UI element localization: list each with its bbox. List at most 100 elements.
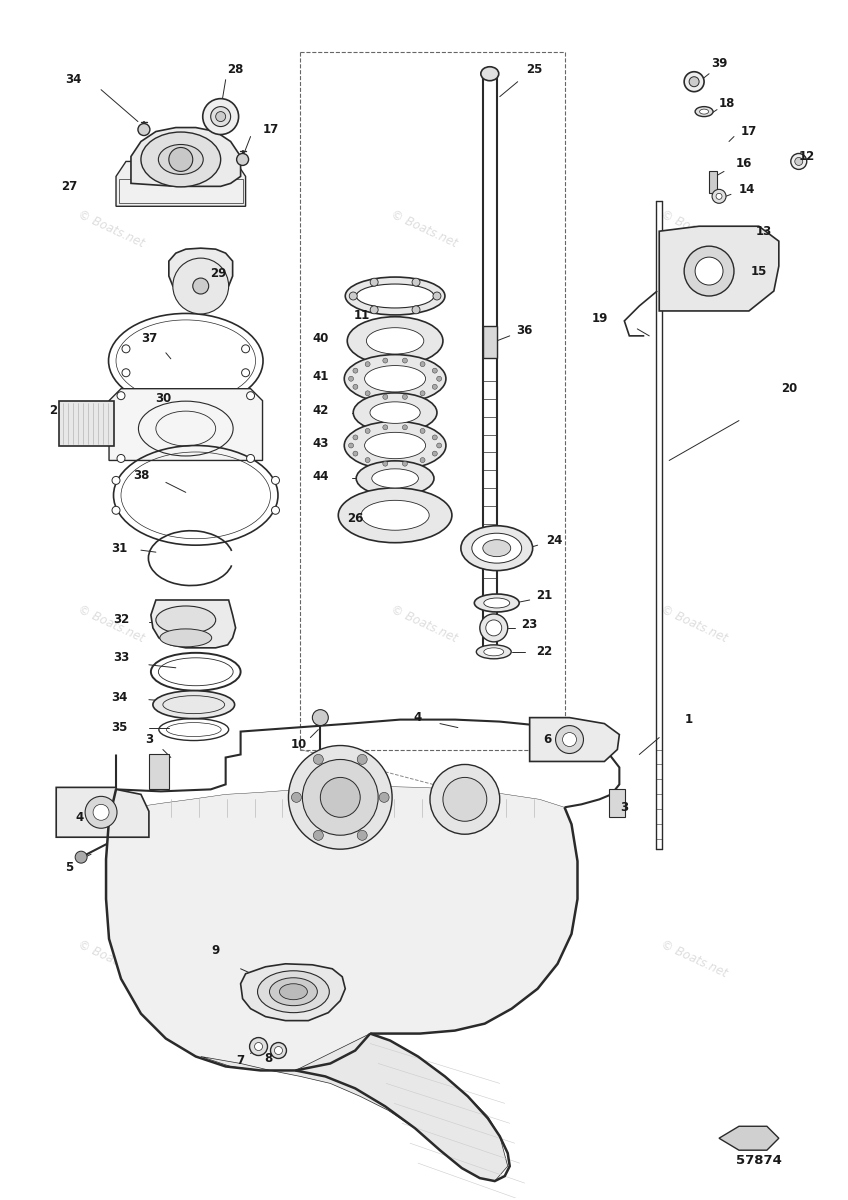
Ellipse shape bbox=[141, 132, 220, 187]
Circle shape bbox=[112, 476, 120, 485]
Text: © Boats.net: © Boats.net bbox=[76, 602, 147, 646]
Text: 18: 18 bbox=[719, 97, 735, 110]
Circle shape bbox=[357, 830, 367, 840]
Text: 3: 3 bbox=[145, 733, 153, 746]
Text: 8: 8 bbox=[265, 1052, 273, 1064]
Text: 17: 17 bbox=[741, 125, 757, 138]
Text: 34: 34 bbox=[65, 73, 81, 86]
Circle shape bbox=[247, 455, 254, 462]
Ellipse shape bbox=[484, 648, 504, 656]
Circle shape bbox=[353, 368, 358, 373]
Text: 15: 15 bbox=[750, 264, 767, 277]
Text: 4: 4 bbox=[75, 811, 83, 823]
Text: 3: 3 bbox=[620, 800, 628, 814]
Circle shape bbox=[349, 377, 354, 382]
Circle shape bbox=[349, 292, 357, 300]
Ellipse shape bbox=[270, 978, 317, 1006]
Polygon shape bbox=[151, 600, 236, 648]
Circle shape bbox=[412, 278, 420, 286]
Circle shape bbox=[443, 778, 487, 821]
Circle shape bbox=[203, 98, 238, 134]
Ellipse shape bbox=[371, 469, 418, 488]
Circle shape bbox=[403, 461, 407, 466]
Circle shape bbox=[357, 755, 367, 764]
Ellipse shape bbox=[356, 461, 434, 496]
Polygon shape bbox=[106, 786, 577, 1070]
Text: © Boats.net: © Boats.net bbox=[76, 937, 147, 980]
Ellipse shape bbox=[344, 421, 446, 469]
Circle shape bbox=[237, 154, 248, 166]
Text: 36: 36 bbox=[516, 324, 533, 337]
Circle shape bbox=[555, 726, 583, 754]
Text: 33: 33 bbox=[113, 652, 129, 665]
Circle shape bbox=[791, 154, 806, 169]
Text: 10: 10 bbox=[290, 738, 306, 751]
Circle shape bbox=[215, 112, 226, 121]
Circle shape bbox=[249, 1038, 267, 1056]
Ellipse shape bbox=[354, 392, 437, 432]
Polygon shape bbox=[116, 162, 246, 206]
Circle shape bbox=[75, 851, 87, 863]
Circle shape bbox=[247, 391, 254, 400]
Bar bbox=[59, 401, 114, 445]
Text: 5: 5 bbox=[65, 860, 73, 874]
Circle shape bbox=[684, 246, 734, 296]
Circle shape bbox=[122, 344, 130, 353]
Circle shape bbox=[684, 72, 704, 91]
Ellipse shape bbox=[460, 526, 533, 570]
Circle shape bbox=[371, 306, 378, 313]
Circle shape bbox=[432, 451, 438, 456]
Polygon shape bbox=[131, 127, 241, 186]
Circle shape bbox=[689, 77, 699, 86]
Text: 32: 32 bbox=[113, 613, 129, 626]
Circle shape bbox=[93, 804, 109, 821]
Circle shape bbox=[716, 193, 722, 199]
Circle shape bbox=[314, 755, 323, 764]
Circle shape bbox=[382, 395, 388, 400]
Circle shape bbox=[432, 434, 438, 440]
Circle shape bbox=[365, 391, 370, 396]
Circle shape bbox=[321, 778, 360, 817]
Text: © Boats.net: © Boats.net bbox=[659, 208, 730, 251]
Circle shape bbox=[430, 764, 499, 834]
Ellipse shape bbox=[156, 606, 215, 634]
Text: 30: 30 bbox=[154, 392, 171, 406]
Circle shape bbox=[210, 107, 231, 126]
Circle shape bbox=[138, 124, 150, 136]
Text: 41: 41 bbox=[312, 371, 328, 383]
Text: © Boats.net: © Boats.net bbox=[659, 937, 730, 980]
Circle shape bbox=[480, 614, 508, 642]
Circle shape bbox=[437, 377, 442, 382]
Ellipse shape bbox=[366, 328, 424, 354]
Circle shape bbox=[403, 425, 407, 430]
Text: 24: 24 bbox=[546, 534, 563, 547]
Text: 57874: 57874 bbox=[736, 1153, 782, 1166]
Bar bbox=[483, 326, 497, 358]
Circle shape bbox=[169, 148, 192, 172]
Text: 19: 19 bbox=[591, 312, 608, 325]
Text: 2: 2 bbox=[49, 404, 58, 418]
Circle shape bbox=[112, 506, 120, 515]
Text: 28: 28 bbox=[227, 64, 244, 77]
Circle shape bbox=[254, 1043, 263, 1050]
Polygon shape bbox=[241, 964, 345, 1021]
Ellipse shape bbox=[345, 277, 445, 314]
Ellipse shape bbox=[484, 598, 510, 608]
Text: © Boats.net: © Boats.net bbox=[659, 602, 730, 646]
Ellipse shape bbox=[700, 109, 709, 114]
Bar bbox=[610, 790, 625, 817]
Text: 6: 6 bbox=[544, 733, 552, 746]
Text: 38: 38 bbox=[133, 469, 149, 482]
Ellipse shape bbox=[474, 594, 519, 612]
Circle shape bbox=[712, 190, 726, 203]
Circle shape bbox=[382, 358, 388, 364]
Text: 7: 7 bbox=[237, 1054, 245, 1067]
Bar bbox=[149, 755, 169, 790]
Circle shape bbox=[382, 461, 388, 466]
Ellipse shape bbox=[347, 317, 443, 365]
Circle shape bbox=[353, 434, 358, 440]
Circle shape bbox=[382, 425, 388, 430]
Ellipse shape bbox=[160, 629, 212, 647]
Circle shape bbox=[432, 368, 438, 373]
Circle shape bbox=[192, 278, 209, 294]
